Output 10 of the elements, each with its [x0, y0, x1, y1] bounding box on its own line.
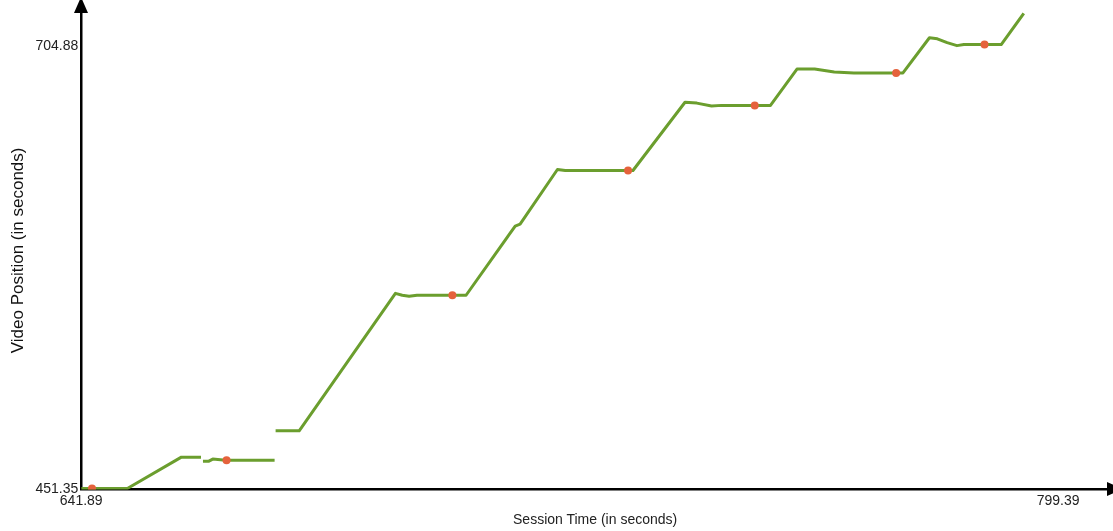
point — [222, 456, 231, 465]
point — [448, 291, 457, 300]
x-axis-title: Session Time (in seconds) — [513, 511, 678, 528]
y-tick-label: 704.88 — [35, 37, 79, 54]
point — [750, 101, 759, 110]
y-axis-title: Video Position (in seconds) — [7, 147, 27, 354]
x-tick-label: 799.39 — [1036, 491, 1080, 508]
point — [980, 40, 989, 49]
point — [624, 166, 633, 175]
point — [892, 68, 901, 77]
